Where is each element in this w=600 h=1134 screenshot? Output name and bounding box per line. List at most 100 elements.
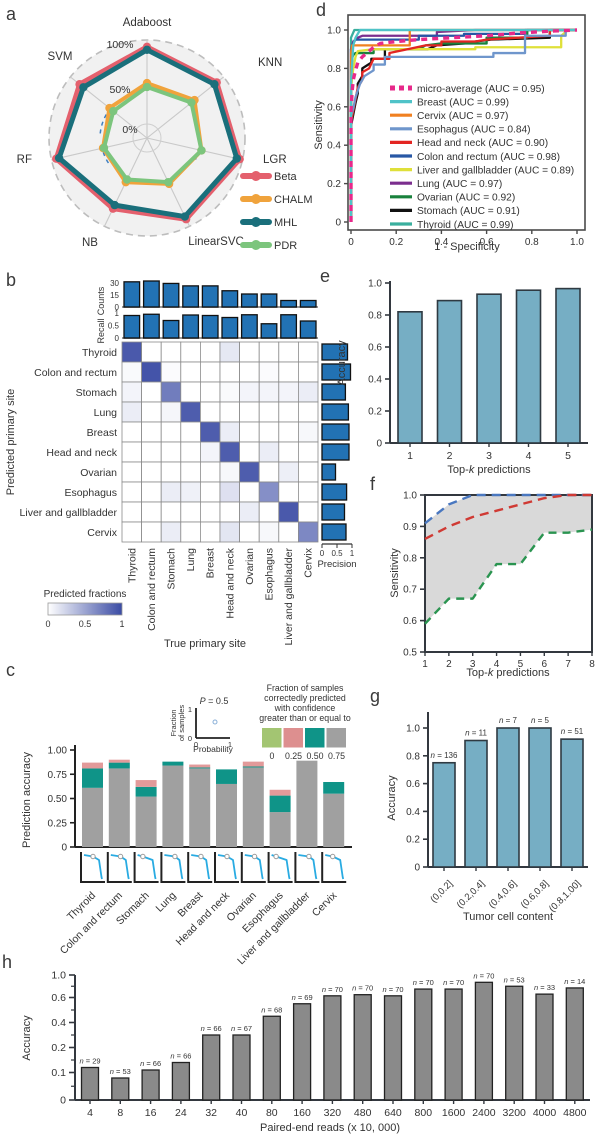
svg-text:Accuracy: Accuracy [21, 1015, 33, 1061]
svg-text:Fraction: Fraction [169, 709, 178, 736]
svg-text:1: 1 [350, 549, 355, 558]
svg-text:Accuracy: Accuracy [386, 775, 398, 821]
panel-b-label: b [6, 270, 17, 290]
svg-text:0.75: 0.75 [48, 770, 68, 781]
svg-text:micro-average (AUC = 0.95): micro-average (AUC = 0.95) [417, 84, 545, 95]
svg-text:1: 1 [228, 740, 232, 749]
svg-text:Head and neck: Head and neck [224, 547, 236, 618]
panel-d-roc-chart: 00 0.2 0.2 0.4 0.4 0.6 0.6 0.8 0.8 1.0 1.0 Sensitiv… [313, 14, 586, 253]
svg-text:4800: 4800 [563, 1107, 587, 1119]
svg-text:Cervix: Cervix [303, 547, 315, 578]
svg-text:1: 1 [119, 619, 124, 629]
svg-text:0: 0 [270, 751, 275, 761]
radar-axis-label: Adaboost [123, 17, 172, 29]
svg-text:0.6: 0.6 [406, 779, 420, 790]
panel-h-label: h [2, 952, 13, 972]
svg-text:Cervix (AUC = 0.97): Cervix (AUC = 0.97) [417, 111, 508, 122]
svg-text:n = 70: n = 70 [413, 978, 434, 987]
svg-text:2: 2 [446, 659, 452, 670]
panel-f-label: f [370, 474, 376, 494]
svg-text:800: 800 [415, 1107, 433, 1119]
svg-text:Recall: Recall [96, 318, 106, 343]
svg-text:1 - Specificity: 1 - Specificity [434, 241, 500, 253]
svg-text:Esophagus: Esophagus [264, 548, 276, 601]
svg-text:Prediction accuracy: Prediction accuracy [21, 752, 33, 848]
svg-text:1: 1 [407, 450, 413, 462]
svg-text:Stomach: Stomach [166, 548, 178, 590]
svg-text:0.25: 0.25 [285, 751, 302, 761]
svg-text:Lung: Lung [94, 407, 118, 419]
svg-text:(0,0.2]: (0,0.2] [428, 878, 455, 905]
svg-text:0.9: 0.9 [403, 522, 417, 533]
svg-text:RF: RF [17, 154, 32, 166]
svg-text:0: 0 [115, 334, 120, 343]
radar-legend: Beta CHALM MHL PDR [240, 171, 313, 252]
svg-text:32: 32 [205, 1107, 217, 1119]
svg-text:n = 29: n = 29 [79, 1057, 100, 1066]
svg-text:Liver and gallbladder: Liver and gallbladder [283, 547, 295, 645]
svg-text:24: 24 [175, 1107, 187, 1119]
svg-text:0.8: 0.8 [368, 311, 382, 322]
svg-text:KNN: KNN [258, 57, 282, 69]
svg-text:5: 5 [565, 450, 571, 462]
svg-text:40: 40 [236, 1107, 248, 1119]
svg-text:1: 1 [115, 309, 120, 318]
svg-text:0.7: 0.7 [403, 585, 417, 596]
svg-text:0: 0 [414, 863, 420, 874]
svg-text:3200: 3200 [503, 1107, 527, 1119]
svg-text:Thyroid: Thyroid [126, 548, 138, 583]
svg-text:LinearSVC: LinearSVC [188, 236, 244, 248]
svg-text:Lung (AUC = 0.97): Lung (AUC = 0.97) [417, 179, 502, 190]
panel-g-tumor-bar-chart: 0 0.2 0.4 0.6 0.8 1.0 Accuracy n = 136 (0,0.2] n … [386, 712, 588, 923]
svg-text:0.75: 0.75 [328, 751, 345, 761]
svg-text:0: 0 [61, 843, 67, 854]
svg-text:640: 640 [384, 1107, 402, 1119]
svg-text:0.6: 0.6 [327, 102, 341, 113]
svg-text:n = 7: n = 7 [499, 716, 518, 725]
svg-text:15: 15 [110, 291, 119, 300]
svg-text:0.2: 0.2 [368, 407, 382, 418]
svg-text:Beta: Beta [274, 171, 298, 183]
svg-text:0.6: 0.6 [403, 616, 417, 627]
svg-text:Colon and rectum: Colon and rectum [146, 548, 158, 631]
svg-text:1: 1 [422, 659, 428, 670]
svg-text:Colon and rectum (AUC = 0.98): Colon and rectum (AUC = 0.98) [417, 152, 560, 163]
svg-text:Paired-end reads (x 10, 000): Paired-end reads (x 10, 000) [260, 1122, 400, 1134]
svg-text:0.50: 0.50 [48, 794, 68, 805]
svg-text:Thyroid: Thyroid [82, 347, 117, 359]
svg-text:0.5: 0.5 [79, 619, 92, 629]
svg-text:1: 1 [188, 705, 192, 714]
svg-text:0.5: 0.5 [403, 648, 417, 659]
svg-text:Cervix: Cervix [87, 527, 118, 539]
svg-text:0: 0 [335, 218, 341, 229]
svg-text:0.25: 0.25 [48, 818, 68, 829]
svg-text:0: 0 [45, 619, 50, 629]
svg-text:4: 4 [87, 1107, 93, 1119]
svg-text:n = 53: n = 53 [110, 1067, 131, 1076]
svg-text:(0.8,1.00]: (0.8,1.00] [547, 878, 583, 914]
svg-text:1600: 1600 [442, 1107, 466, 1119]
svg-text:with confidence: with confidence [274, 703, 336, 713]
radar-axis-label: KNN [258, 57, 282, 69]
svg-text:1.0: 1.0 [570, 237, 584, 248]
svg-text:True primary site: True primary site [164, 638, 246, 650]
svg-text:n = 69: n = 69 [292, 993, 313, 1002]
svg-text:8: 8 [117, 1107, 123, 1119]
svg-text:8: 8 [589, 659, 595, 670]
svg-text:n = 14: n = 14 [564, 977, 585, 986]
svg-text:Liver and gallbladder: Liver and gallbladder [20, 507, 118, 519]
svg-text:0.5: 0.5 [331, 549, 343, 558]
svg-text:4: 4 [526, 450, 532, 462]
svg-text:Colon and rectum: Colon and rectum [34, 367, 117, 379]
svg-text:n = 70: n = 70 [473, 971, 494, 980]
svg-text:Sensitivity: Sensitivity [313, 100, 325, 150]
svg-text:100%: 100% [107, 39, 134, 51]
svg-text:P = 0.5: P = 0.5 [200, 696, 229, 706]
svg-text:Ovarian: Ovarian [80, 467, 117, 479]
svg-text:0.2: 0.2 [406, 835, 420, 846]
svg-text:Head and neck: Head and neck [46, 447, 117, 459]
svg-text:n = 70: n = 70 [382, 985, 403, 994]
svg-text:(0.6,0.8]: (0.6,0.8] [519, 878, 551, 910]
